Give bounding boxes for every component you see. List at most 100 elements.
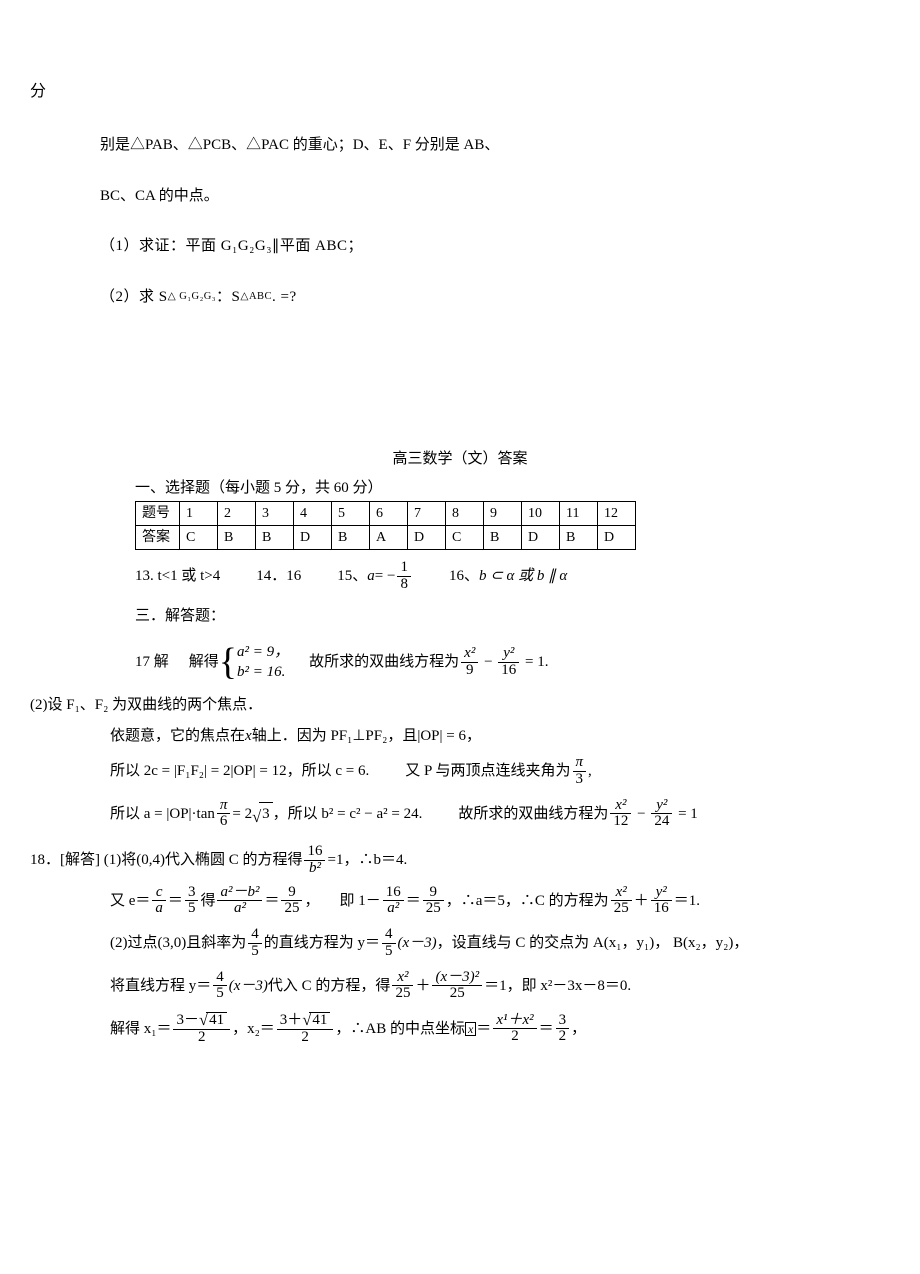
q2-text-b: ：S (216, 286, 240, 309)
t: 故所求的双曲线方程为 (458, 803, 608, 826)
frac-den: 5 (382, 944, 396, 960)
frac-num: π (573, 755, 587, 771)
table-row: 答案 C B B D B A D C B D B D (136, 526, 636, 550)
ans-cell: D (598, 526, 636, 550)
sqrt-3: √3 (252, 802, 273, 826)
pi3-frac: π 3 (573, 755, 587, 788)
sub-question-2: （2）求 S △ G₁G₂G₃ ：S △ABC . =? (100, 286, 890, 309)
col-cell: 7 (408, 502, 446, 526)
answer-title: 高三数学（文）答案 (30, 448, 890, 471)
brace-content: a² = 9， b² = 16. (237, 643, 289, 682)
frac-den: 25 (423, 901, 444, 917)
t: (x－3) (398, 932, 437, 955)
t: 依题意，它的焦点在 (110, 725, 245, 748)
frac-3-5: 3 5 (185, 885, 199, 918)
fill-14: 14．16 (256, 565, 301, 588)
ans-cell: A (370, 526, 408, 550)
fill-16-pre: 16、 (449, 565, 479, 588)
frac-num: y² (653, 885, 670, 901)
t: ， (571, 1018, 586, 1041)
table-row: 题号 1 2 3 4 5 6 7 8 9 10 11 12 (136, 502, 636, 526)
frac-den: 8 (397, 577, 411, 593)
q2-text-c: . =? (272, 286, 297, 309)
frac-num: (x－3)² (432, 970, 482, 986)
frac-den: 5 (213, 986, 227, 1002)
t: 轴上．因为 PF₁⊥PF₂，且|OP| = 6， (252, 725, 481, 748)
frac-den: 6 (217, 814, 231, 830)
frac-num: x² (613, 885, 630, 901)
frac-num: 9 (427, 885, 441, 901)
q2-sub-2: △ABC (240, 289, 272, 305)
t: 的直线方程为 y＝ (264, 932, 380, 955)
problem-line-1: 别是△PAB、△PCB、△PAC 的重心；D、E、F 分别是 AB、 (100, 134, 890, 157)
frac-num: 16 (383, 885, 404, 901)
ans-cell: B (332, 526, 370, 550)
frac-num: 4 (213, 970, 227, 986)
mc-section-title: 一、选择题（每小题 5 分，共 60 分） (135, 477, 890, 500)
x-box-icon: x (465, 1022, 476, 1036)
fill-16-body: b ⊂ α 或 b ∥ α (479, 565, 567, 588)
ans-cell: D (294, 526, 332, 550)
sol-17-p2-l1: (2)设 F₁、F₂ 为双曲线的两个焦点． (30, 694, 890, 717)
brace-icon: { (219, 645, 237, 679)
brace-bot: b² = 16. (237, 663, 289, 683)
t: ，设直线与 C 的交点为 A(x₁，y₁)， B(x₂，y₂)， (437, 932, 749, 955)
ans-cell: C (446, 526, 484, 550)
fill-answers-row: 13. t<1 或 t>4 14．16 15、 a = − 1 8 16、 b … (135, 560, 890, 593)
frac-16-a2: 16 a² (383, 885, 404, 918)
t: (x－3) (229, 975, 268, 998)
frac-num: 9 (285, 885, 299, 901)
sol-17-line1: 17 解 解得 { a² = 9， b² = 16. 故所求的双曲线方程为 x²… (135, 643, 890, 682)
eq-frac-1: x² 9 (461, 646, 478, 679)
x-var: x (245, 725, 252, 748)
fill-16: 16、 b ⊂ α 或 b ∥ α (449, 565, 567, 588)
sqrt-41b: √41 (302, 1012, 330, 1029)
t: ，∴a＝5，∴C 的方程为 (446, 890, 609, 913)
frac-num: 3＋ √41 (277, 1012, 334, 1029)
frac-den: a² (231, 901, 249, 917)
col-cell: 9 (484, 502, 522, 526)
frac-9-25: 9 25 (281, 885, 302, 918)
section-3-title: 三．解答题： (135, 605, 890, 628)
frac-den: 5 (248, 944, 262, 960)
problem-line-2: BC、CA 的中点。 (100, 185, 890, 208)
t: ＝1，即 x²－3x－8＝0. (484, 975, 631, 998)
frac-num: x² (394, 970, 411, 986)
fill-15-frac: 1 8 (397, 560, 411, 593)
frac-9-25b: 9 25 (423, 885, 444, 918)
sol-17-p2-l2: 依题意，它的焦点在 x 轴上．因为 PF₁⊥PF₂，且|OP| = 6， (110, 725, 890, 748)
frac-den: 25 (447, 986, 468, 1002)
t: 得 (200, 890, 215, 913)
header-cell: 答案 (136, 526, 180, 550)
frac-num: c (153, 885, 166, 901)
frac-num: 16 (304, 844, 325, 860)
t: =1，∴b＝4. (327, 849, 407, 872)
ans-cell: D (408, 526, 446, 550)
frac-den: a² (384, 901, 402, 917)
sol-18-l2: 又 e＝ c a ＝ 3 5 得 a²－b² a² ＝ 9 25 ， 即 1－ … (110, 885, 890, 918)
sol-17-jiede: 解得 (189, 651, 219, 674)
col-cell: 10 (522, 502, 560, 526)
frac-num: π (217, 798, 231, 814)
sol-18-l4: 将直线方程 y＝ 4 5 (x－3) 代入 C 的方程，得 x² 25 ＋ (x… (110, 970, 890, 1003)
frac-16-b2: 16 b² (304, 844, 325, 877)
ans-cell: B (256, 526, 294, 550)
fill-15: 15、 a = − 1 8 (337, 560, 413, 593)
t: 又 P 与两顶点连线夹角为 (405, 760, 570, 783)
col-cell: 6 (370, 502, 408, 526)
sol-17-p2-l4: 所以 a = |OP|·tan π 6 = 2 √3 ，所以 b² = c² −… (110, 798, 890, 831)
t: 将直线方程 y＝ (110, 975, 211, 998)
frac-a2b2-a2: a²－b² a² (217, 885, 262, 918)
fill-15-pre: 15、 (337, 565, 367, 588)
frac-den: b² (306, 861, 324, 877)
frac-num: a²－b² (217, 885, 262, 901)
frac-num: 3 (185, 885, 199, 901)
frac-den: 3 (573, 772, 587, 788)
col-cell: 2 (218, 502, 256, 526)
t: ＝ (539, 1018, 554, 1041)
frac-num: 3 (556, 1013, 570, 1029)
q2-sub-1: △ G₁G₂G₃ (168, 289, 216, 305)
answer-table: 题号 1 2 3 4 5 6 7 8 9 10 11 12 答案 C B B D… (135, 501, 636, 550)
frac-x1: 3－ √41 2 (173, 1012, 230, 1046)
frac-den: 9 (463, 663, 477, 679)
